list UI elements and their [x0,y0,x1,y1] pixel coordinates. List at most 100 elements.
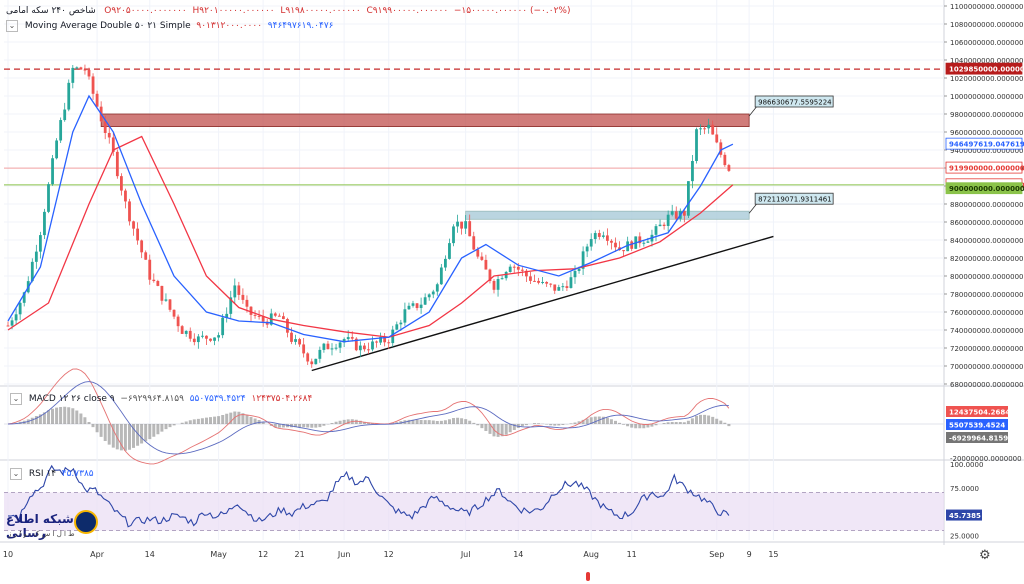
candle-body [79,67,83,70]
candle-body [164,299,168,301]
candle-body [47,184,50,212]
candle-body [306,353,310,362]
support-callout-box [754,192,834,205]
y-tick-label: 1020000000.0000000 [950,75,1024,83]
candle-body [249,306,253,315]
candle-body [444,258,447,268]
collapse-icon[interactable]: ⌄ [10,393,22,405]
candle-body [715,134,719,143]
candle-body [703,128,706,130]
y-tick-label: 1060000000.0000000 [950,39,1024,47]
rsi-legend-label[interactable]: RSI ۱۴ [28,469,57,479]
candle-body [310,361,314,365]
candle-body [346,337,350,340]
candle-body [654,226,658,235]
candle-body [59,120,63,141]
candle-body [674,211,678,219]
ma-legend-label[interactable]: Moving Average Double ۵۰ ۲۱ Simple [24,21,191,31]
y-tick-label: 860000000.0000000 [950,219,1023,227]
candle-body [610,240,613,243]
candle-body [350,337,354,339]
candle-body [34,251,38,262]
x-tick-label: Jun [337,550,351,559]
candle-body [403,309,407,323]
macd-hist-value: −۶۹۲۹۹۶۴.۸۱۵۹ [120,394,184,404]
collapse-icon[interactable]: ⌄ [10,468,22,480]
candle-body [144,252,148,260]
candle-body [387,342,391,344]
rsi-line [7,464,730,528]
candle-body [233,285,237,298]
settings-gear-icon[interactable]: ⚙ [979,548,991,563]
macd-legend-label[interactable]: MACD ۱۲ ۲۶ close ۹ [28,394,115,404]
x-tick-label: 11 [627,550,637,559]
candle-body [695,129,698,162]
price-tag [945,182,1023,195]
x-tick-label: 21 [295,550,305,559]
candle-body [395,324,399,330]
macd-panel [7,368,731,465]
candle-body [565,286,569,288]
price-tag-label: 900000000.0000000 [949,185,1024,193]
candle-body [273,313,277,316]
macd-tag [946,432,1008,443]
candle-body [630,241,634,249]
y-tick-label: 940000000.0000000 [950,147,1023,155]
candle-body [213,337,216,341]
candle-body [549,283,553,285]
candle-body [63,109,67,121]
candle-body [334,347,338,349]
candle-body [342,339,346,343]
candle-body [699,128,702,130]
support-zone [465,210,750,220]
y-tick-label: 1100000000.0000000 [950,3,1024,11]
ma-legend: ⌄ Moving Average Double ۵۰ ۲۱ Simple ۹۰۱… [6,20,334,32]
candle-body [107,132,111,138]
candle-body [456,221,459,227]
candle-body [55,140,58,159]
candle-body [557,287,561,291]
trend-line [311,235,774,372]
candle-body [184,330,188,334]
x-tick-label: 12 [384,550,394,559]
candle-body [561,286,565,288]
candle-body [120,176,123,191]
x-tick-label: 10 [3,550,13,559]
candle-body [379,337,382,343]
candle-body [427,294,431,298]
candle-body [520,269,524,271]
candle-body [124,190,127,202]
candle-body [298,339,301,345]
candle-body [508,266,512,272]
candle-body [593,233,597,240]
x-tick-label: Sep [709,550,724,559]
candle-body [156,281,160,286]
candle-body [476,249,480,257]
collapse-icon[interactable]: ⌄ [6,20,18,32]
candle-body [687,181,690,216]
symbol-name[interactable]: شاخص ۲۴۰ سکه امامی [6,6,96,16]
candle-body [707,124,711,129]
candle-body [525,270,528,277]
candle-body [103,121,107,133]
logo-title: شبکه اطلاع رسانی [6,512,74,540]
price-tag [945,137,1023,150]
candle-body [682,210,686,216]
y-tick-label: 740000000.0000000 [950,327,1023,335]
candle-body [261,316,265,322]
candle-body [245,299,249,307]
candle-body [460,221,463,229]
candle-body [711,124,715,135]
watermark-logo: شبکه اطلاع رسانی ط ا ل ا س ک ـ و ا ر ز [4,508,98,542]
rsi-panel [4,464,944,531]
candle-body [286,319,289,333]
candle-body [83,69,87,71]
candle-body [51,158,54,185]
candle-body [326,343,330,350]
candle-body [666,214,670,226]
change-value: −۱۵۰۰۰۰۰.۰۰۰۰۰۰ (−۰.۰۲%) [453,6,571,16]
candle-body [431,291,435,295]
candle-body [115,151,119,177]
resistance-callout-box [754,95,834,108]
